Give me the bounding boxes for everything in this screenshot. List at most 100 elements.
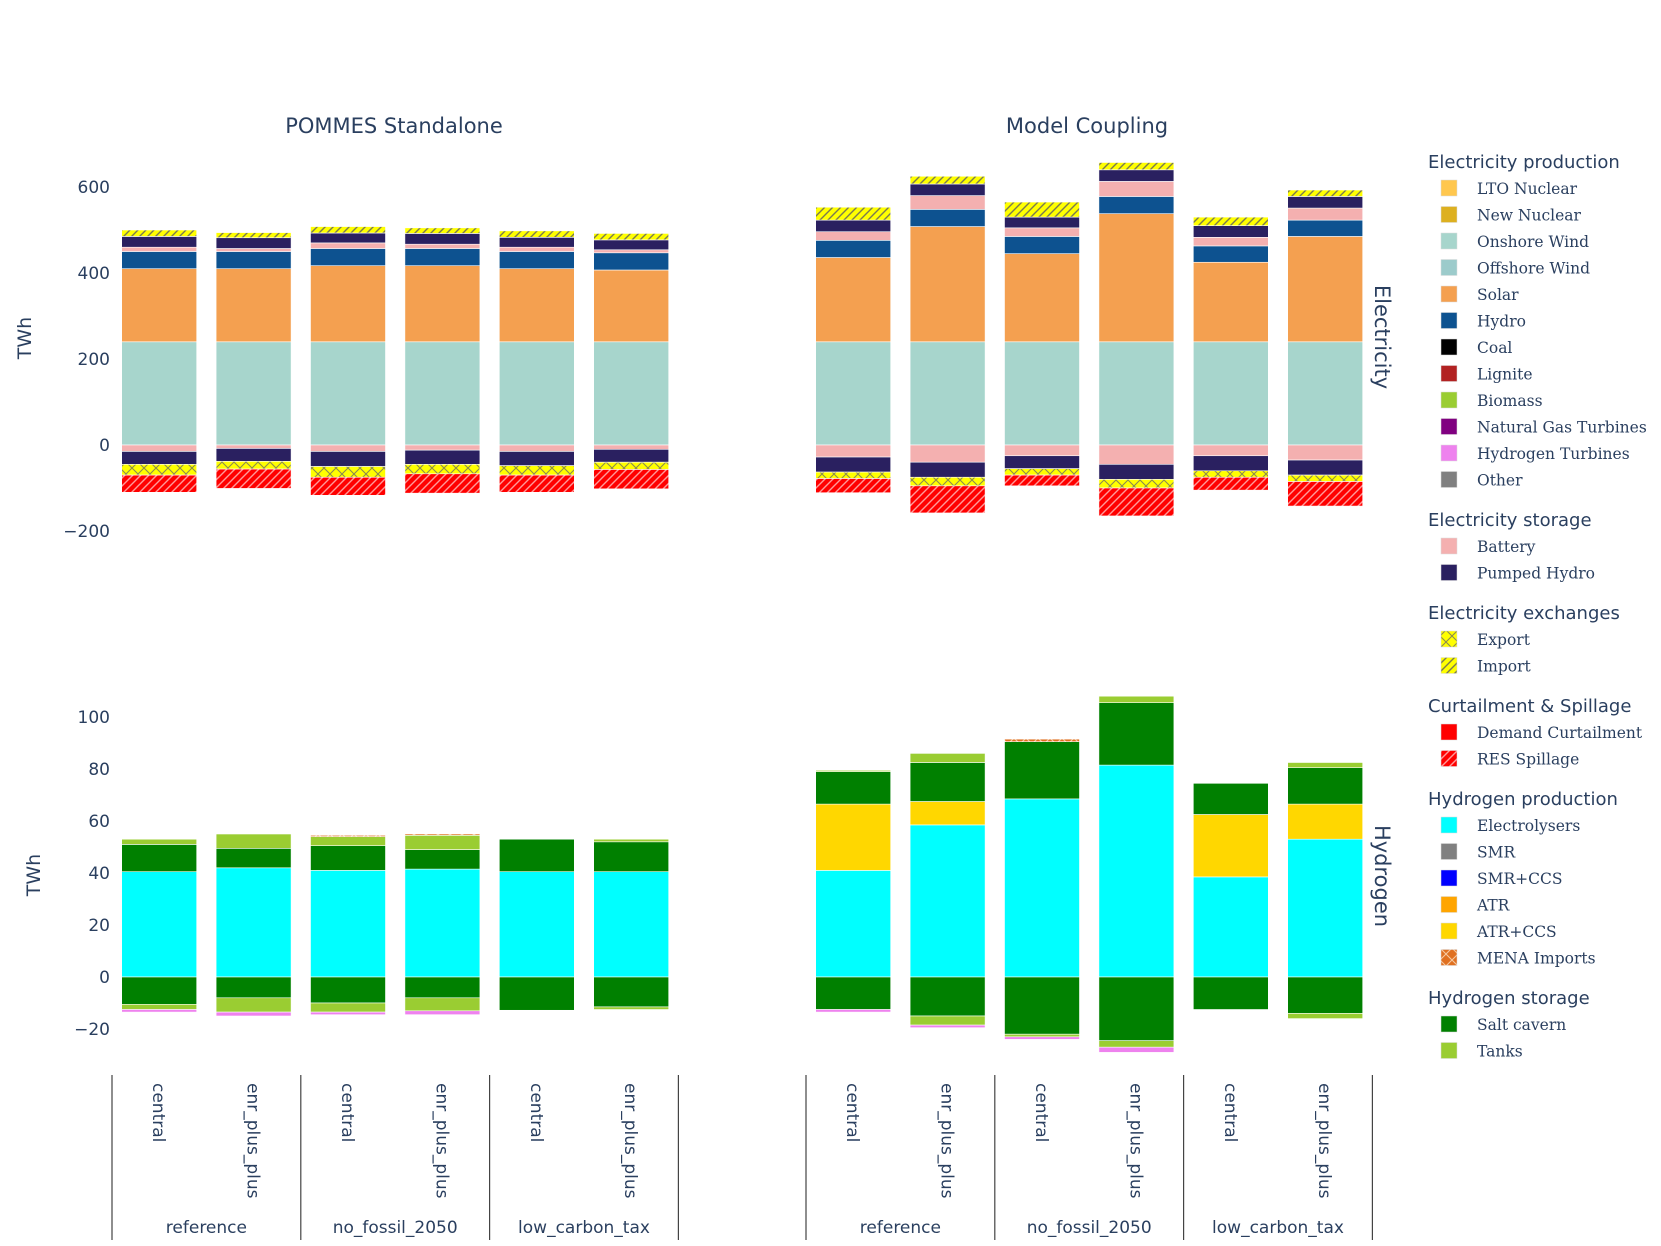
legend-swatch-smr_ccs[interactable] bbox=[1440, 869, 1458, 887]
bar-segment-electricity-coupling-solar bbox=[1287, 236, 1363, 343]
legend-label-atr[interactable]: ATR bbox=[1476, 897, 1511, 915]
y-tick-label: 600 bbox=[78, 178, 110, 198]
legend-swatch-h2t[interactable] bbox=[1440, 444, 1458, 462]
bar-segment-electricity-coupling-phs bbox=[1004, 216, 1080, 229]
bar-segment-electricity-standalone-phs-neg bbox=[215, 448, 292, 462]
legend-label-salt[interactable]: Salt cavern bbox=[1477, 1016, 1566, 1034]
bar-segment-hydrogen-standalone-tanks-neg bbox=[593, 1006, 670, 1010]
legend-label-other[interactable]: Other bbox=[1477, 472, 1523, 490]
x-axis: central enr_plus_plus reference central enr_… bbox=[111, 1075, 1374, 1240]
bar-segment-hydrogen-coupling-tanks-neg bbox=[1004, 1033, 1080, 1038]
row-label-electricity: Electricity bbox=[1370, 285, 1394, 389]
legend-swatch-atr_ccs[interactable] bbox=[1440, 922, 1458, 940]
legend-label-lto_nuclear[interactable]: LTO Nuclear bbox=[1477, 180, 1578, 198]
bar-segment-electricity-standalone-import bbox=[121, 229, 197, 237]
legend-swatch-smr[interactable] bbox=[1440, 843, 1458, 860]
legend-swatch-mena[interactable] bbox=[1440, 949, 1458, 966]
legend-label-lignite[interactable]: Lignite bbox=[1477, 366, 1533, 384]
legend-swatch-offshore_wind[interactable] bbox=[1440, 259, 1458, 276]
bar-segment-electricity-standalone-phs bbox=[404, 233, 481, 245]
legend-swatch-electrolysers[interactable] bbox=[1440, 816, 1458, 834]
legend-swatch-atr[interactable] bbox=[1440, 896, 1458, 913]
legend-swatch-solar[interactable] bbox=[1440, 285, 1458, 303]
bar-segment-hydrogen-standalone-salt bbox=[215, 847, 292, 869]
legend-label-battery[interactable]: Battery bbox=[1477, 538, 1536, 556]
legend-label-export[interactable]: Export bbox=[1477, 631, 1531, 649]
bar-segment-hydrogen-standalone-electrolysers bbox=[404, 868, 481, 978]
bar-segment-hydrogen-coupling-h2t-neg bbox=[815, 1009, 892, 1013]
bar-segment-hydrogen-coupling-electrolysers bbox=[1098, 764, 1175, 978]
bar-segment-electricity-coupling-onshore_wind bbox=[1193, 341, 1269, 446]
y-tick-label: −200 bbox=[63, 522, 110, 542]
bar-segment-electricity-standalone-phs-neg bbox=[121, 451, 197, 465]
legend-label-solar[interactable]: Solar bbox=[1477, 286, 1519, 304]
bar-segment-hydrogen-coupling-tanks bbox=[1098, 695, 1175, 704]
x-tick-label: enr_plus_plus bbox=[620, 1083, 640, 1199]
legend-label-h2t[interactable]: Hydrogen Turbines bbox=[1477, 445, 1630, 463]
legend-swatch-onshore_wind[interactable] bbox=[1440, 232, 1458, 250]
legend-label-biomass[interactable]: Biomass bbox=[1477, 392, 1543, 410]
legend-label-demand_curtail[interactable]: Demand Curtailment bbox=[1477, 724, 1643, 742]
bar-segment-hydrogen-coupling-electrolysers bbox=[1193, 876, 1269, 978]
bar-segment-hydrogen-coupling-electrolysers bbox=[1004, 798, 1080, 978]
legend-swatch-demand_curtail[interactable] bbox=[1440, 723, 1458, 741]
bar-segment-electricity-coupling-export-neg bbox=[1004, 468, 1080, 476]
bar-segment-hydrogen-standalone-salt bbox=[310, 845, 386, 871]
x-tick-label: enr_plus_plus bbox=[1314, 1083, 1334, 1199]
legend-swatch-ngt[interactable] bbox=[1440, 418, 1458, 435]
legend-swatch-coal[interactable] bbox=[1440, 338, 1458, 356]
legend-label-phs[interactable]: Pumped Hydro bbox=[1477, 565, 1595, 583]
bar-segment-electricity-coupling-phs-neg bbox=[909, 461, 986, 478]
legend-swatch-battery[interactable] bbox=[1440, 537, 1458, 555]
bar-segment-electricity-coupling-solar bbox=[1193, 261, 1269, 343]
bar-segment-electricity-coupling-solar bbox=[1098, 213, 1175, 343]
legend-label-smr[interactable]: SMR bbox=[1477, 844, 1516, 862]
legend-swatch-phs[interactable] bbox=[1440, 564, 1458, 581]
legend-swatch-hydro[interactable] bbox=[1440, 312, 1458, 329]
bar-segment-electricity-standalone-battery bbox=[121, 246, 197, 252]
legend-label-coal[interactable]: Coal bbox=[1477, 339, 1512, 357]
legend: Electricity production LTO Nuclear New Nuc… bbox=[1428, 152, 1647, 1061]
legend-label-offshore_wind[interactable]: Offshore Wind bbox=[1477, 260, 1590, 278]
legend-swatch-tanks[interactable] bbox=[1440, 1042, 1458, 1059]
legend-label-import[interactable]: Import bbox=[1477, 658, 1531, 676]
bar-segment-electricity-standalone-phs-neg bbox=[498, 451, 575, 466]
legend-swatch-biomass[interactable] bbox=[1440, 391, 1458, 409]
bar-segment-electricity-standalone-res_spill-neg bbox=[404, 473, 481, 494]
legend-swatch-export[interactable] bbox=[1440, 630, 1458, 648]
bar-segment-hydrogen-coupling-atr_ccs bbox=[815, 803, 892, 871]
bar-segment-electricity-coupling-battery-neg bbox=[1004, 444, 1080, 457]
bar-segment-hydrogen-coupling-salt bbox=[1098, 702, 1175, 766]
legend-swatch-lto_nuclear[interactable] bbox=[1440, 179, 1458, 197]
legend-label-ngt[interactable]: Natural Gas Turbines bbox=[1477, 419, 1647, 437]
bar-segment-electricity-coupling-export-neg bbox=[1287, 474, 1363, 482]
bar-segment-electricity-coupling-phs bbox=[1193, 225, 1269, 238]
legend-label-new_nuclear[interactable]: New Nuclear bbox=[1477, 207, 1582, 225]
legend-swatch-res_spill[interactable] bbox=[1440, 750, 1458, 767]
legend-label-onshore_wind[interactable]: Onshore Wind bbox=[1477, 233, 1589, 251]
bar-segment-electricity-standalone-onshore_wind bbox=[121, 341, 197, 446]
x-tick-label: central bbox=[1031, 1083, 1051, 1142]
bar-segment-hydrogen-coupling-h2t-neg bbox=[1004, 1036, 1080, 1040]
legend-swatch-salt[interactable] bbox=[1440, 1015, 1458, 1033]
legend-label-mena[interactable]: MENA Imports bbox=[1477, 950, 1596, 968]
bar-segment-electricity-standalone-battery-neg bbox=[121, 444, 197, 452]
legend-label-atr_ccs[interactable]: ATR+CCS bbox=[1476, 923, 1557, 941]
legend-label-tanks[interactable]: Tanks bbox=[1477, 1043, 1523, 1061]
legend-swatch-other[interactable] bbox=[1440, 471, 1458, 488]
bar-segment-hydrogen-standalone-salt bbox=[593, 841, 670, 872]
legend-label-smr_ccs[interactable]: SMR+CCS bbox=[1477, 870, 1563, 888]
legend-swatch-lignite[interactable] bbox=[1440, 365, 1458, 382]
legend-label-res_spill[interactable]: RES Spillage bbox=[1477, 751, 1579, 769]
bar-segment-electricity-coupling-export-neg bbox=[1193, 470, 1269, 478]
legend-label-hydro[interactable]: Hydro bbox=[1477, 313, 1526, 331]
bar-segment-hydrogen-standalone-tanks-neg bbox=[121, 1003, 197, 1010]
legend-swatch-new_nuclear[interactable] bbox=[1440, 206, 1458, 223]
y-tick-label: 20 bbox=[88, 916, 110, 936]
legend-swatch-import[interactable] bbox=[1440, 657, 1458, 674]
legend-label-electrolysers[interactable]: Electrolysers bbox=[1477, 817, 1580, 835]
bar-segment-electricity-coupling-phs-neg bbox=[1193, 455, 1269, 472]
bar-segment-hydrogen-standalone-salt bbox=[404, 849, 481, 870]
y-axis-title-electricity: TWh bbox=[14, 317, 36, 360]
bar-segment-electricity-coupling-onshore_wind bbox=[1287, 341, 1363, 446]
